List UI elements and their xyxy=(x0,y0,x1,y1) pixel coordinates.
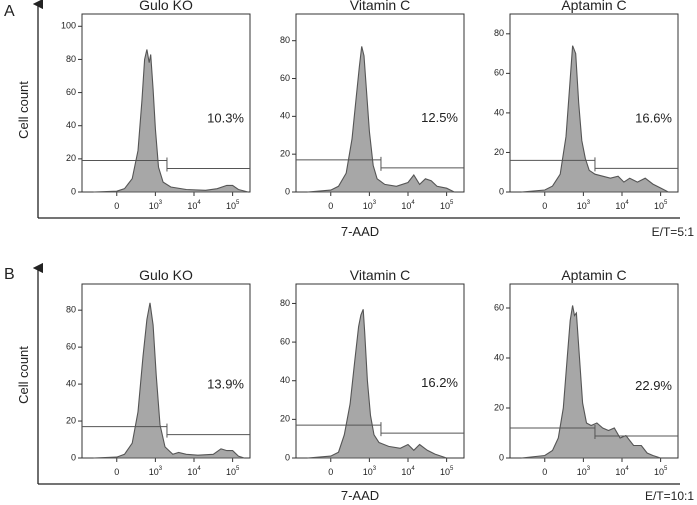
panel-title: Vitamin C xyxy=(350,267,410,283)
y-tick-label: 20 xyxy=(280,149,290,159)
panel-1-0: Gulo KO 0 20 40 60 80 0 103 104 105 13.9% xyxy=(66,267,251,477)
histogram-curve xyxy=(93,302,245,459)
x-tick-label: 103 xyxy=(577,466,591,477)
row-b-et-ratio: E/T=10:1 xyxy=(645,489,694,503)
x-tick-label: 104 xyxy=(401,466,415,477)
y-tick-label: 80 xyxy=(494,28,504,38)
y-tick-label: 100 xyxy=(61,21,76,31)
y-tick-label: 40 xyxy=(494,107,504,117)
row-a-y-axis-title: Cell count xyxy=(16,81,31,139)
gate-percentage: 13.9% xyxy=(207,377,244,392)
y-tick-label: 60 xyxy=(66,87,76,97)
y-tick-label: 20 xyxy=(494,147,504,157)
y-tick-label: 80 xyxy=(280,298,290,308)
y-tick-label: 60 xyxy=(66,342,76,352)
y-tick-label: 40 xyxy=(66,120,76,130)
x-tick-label: 105 xyxy=(226,466,240,477)
x-tick-label: 104 xyxy=(615,200,629,211)
plot-frame xyxy=(509,13,679,193)
panel-1-2: Aptamin C 0 20 40 60 0 103 104 105 22.9% xyxy=(494,267,679,477)
x-tick-label: 105 xyxy=(654,466,668,477)
x-tick-label: 0 xyxy=(328,467,333,477)
y-tick-label: 0 xyxy=(285,452,290,462)
panel-title: Gulo KO xyxy=(139,0,193,13)
gate-percentage: 16.2% xyxy=(421,375,458,390)
x-tick-label: 105 xyxy=(226,200,240,211)
histogram-curve xyxy=(93,49,249,193)
y-tick-label: 60 xyxy=(280,336,290,346)
y-tick-label: 40 xyxy=(280,375,290,385)
row-a-et-ratio: E/T=5:1 xyxy=(652,225,695,239)
histogram-curve xyxy=(521,45,669,193)
y-tick-label: 20 xyxy=(280,414,290,424)
x-tick-label: 0 xyxy=(542,201,547,211)
plot-frame xyxy=(295,283,465,459)
y-tick-label: 80 xyxy=(66,54,76,64)
x-tick-label: 0 xyxy=(542,467,547,477)
panel-title: Aptamin C xyxy=(561,267,626,283)
panel-title: Aptamin C xyxy=(561,0,626,13)
panel-0-1: Vitamin C 0 20 40 60 80 0 103 104 105 12.5% xyxy=(280,0,465,211)
x-tick-label: 103 xyxy=(149,200,163,211)
row-a-label: A xyxy=(4,3,15,20)
y-tick-label: 40 xyxy=(66,378,76,388)
histogram-curve xyxy=(307,309,447,459)
y-tick-label: 20 xyxy=(66,153,76,163)
row-a-x-axis-title: 7-AAD xyxy=(341,224,379,239)
histogram-panels: Gulo KO 0 20 40 60 80 100 0 103 104 105 10.3% Vitami… xyxy=(61,0,679,477)
gate-percentage: 16.6% xyxy=(635,110,672,125)
y-tick-label: 0 xyxy=(71,186,76,196)
y-tick-label: 0 xyxy=(499,452,504,462)
x-tick-label: 0 xyxy=(114,467,119,477)
x-tick-label: 105 xyxy=(440,200,454,211)
y-tick-label: 20 xyxy=(66,415,76,425)
x-tick-label: 0 xyxy=(114,201,119,211)
y-tick-label: 0 xyxy=(71,452,76,462)
gate-percentage: 10.3% xyxy=(207,111,244,126)
gate-percentage: 12.5% xyxy=(421,110,458,125)
x-tick-label: 105 xyxy=(654,200,668,211)
panel-0-0: Gulo KO 0 20 40 60 80 100 0 103 104 105 10.3% xyxy=(61,0,251,211)
panel-title: Gulo KO xyxy=(139,267,193,283)
x-tick-label: 104 xyxy=(187,466,201,477)
y-tick-label: 20 xyxy=(494,402,504,412)
plot-frame xyxy=(81,13,251,193)
y-tick-label: 0 xyxy=(499,186,504,196)
x-tick-label: 103 xyxy=(577,200,591,211)
y-tick-label: 80 xyxy=(280,35,290,45)
x-tick-label: 104 xyxy=(187,200,201,211)
row-b-y-axis-title: Cell count xyxy=(16,346,31,404)
x-tick-label: 105 xyxy=(440,466,454,477)
x-tick-label: 104 xyxy=(401,200,415,211)
plot-frame xyxy=(81,283,251,459)
panel-title: Vitamin C xyxy=(350,0,410,13)
x-tick-label: 0 xyxy=(328,201,333,211)
panel-1-1: Vitamin C 0 20 40 60 80 0 103 104 105 16.2% xyxy=(280,267,465,477)
y-tick-label: 0 xyxy=(285,186,290,196)
x-tick-label: 103 xyxy=(363,466,377,477)
y-tick-label: 40 xyxy=(280,111,290,121)
y-tick-label: 60 xyxy=(280,73,290,83)
plot-frame xyxy=(295,13,465,193)
gate-percentage: 22.9% xyxy=(635,378,672,393)
x-tick-label: 103 xyxy=(363,200,377,211)
x-tick-label: 104 xyxy=(615,466,629,477)
row-b-x-axis-title: 7-AAD xyxy=(341,488,379,503)
row-b-label: B xyxy=(4,266,15,283)
y-tick-label: 80 xyxy=(66,305,76,315)
y-tick-label: 60 xyxy=(494,302,504,312)
y-tick-label: 40 xyxy=(494,352,504,362)
panel-0-2: Aptamin C 0 20 40 60 80 0 103 104 105 16.6% xyxy=(494,0,679,211)
histogram-curve xyxy=(307,46,455,193)
x-tick-label: 103 xyxy=(149,466,163,477)
y-tick-label: 60 xyxy=(494,68,504,78)
